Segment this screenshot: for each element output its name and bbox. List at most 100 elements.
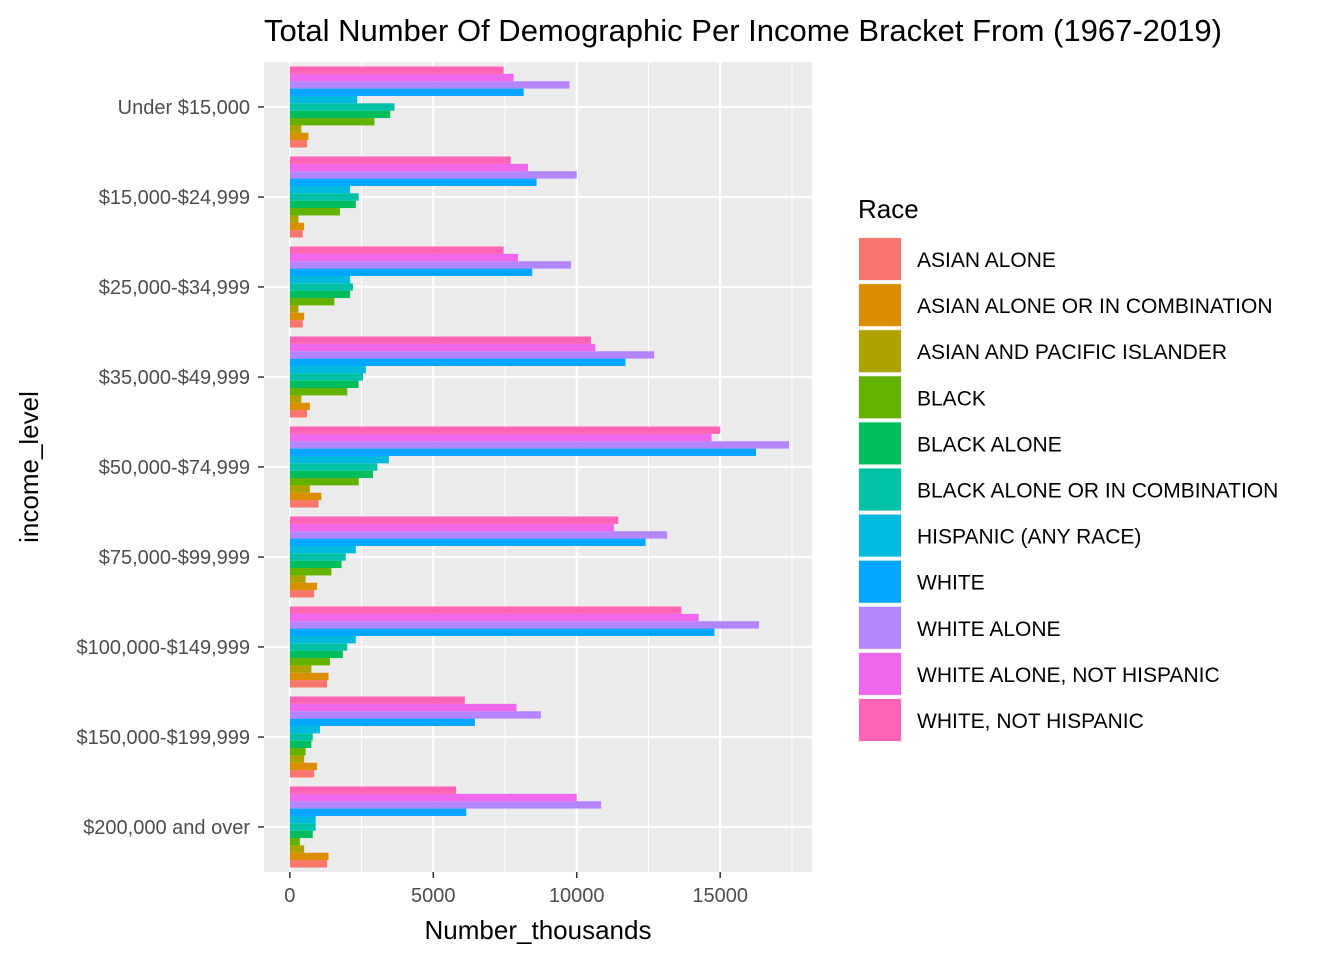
- legend-label: ASIAN AND PACIFIC ISLANDER: [917, 341, 1227, 364]
- bar: [289, 426, 721, 434]
- legend-swatch: [859, 560, 901, 603]
- legend-swatch: [859, 606, 901, 649]
- bar: [289, 523, 615, 532]
- bar: [289, 118, 375, 126]
- bar: [289, 606, 682, 614]
- bar: [289, 545, 356, 554]
- bars: [289, 66, 790, 868]
- bar: [289, 261, 571, 269]
- chart-title: Total Number Of Demographic Per Income B…: [264, 13, 1222, 48]
- bar: [289, 470, 374, 479]
- bar: [289, 718, 475, 726]
- bar: [289, 125, 302, 133]
- bar: [289, 711, 541, 719]
- bar: [289, 838, 300, 846]
- bar: [289, 351, 655, 359]
- bar: [289, 500, 319, 508]
- legend-label: BLACK ALONE OR IN COMBINATION: [917, 480, 1278, 503]
- bar: [289, 178, 537, 186]
- bar: [289, 88, 524, 96]
- bar: [289, 725, 320, 734]
- bar: [289, 433, 712, 442]
- bar: [289, 830, 313, 839]
- bar: [289, 163, 528, 172]
- bar: [289, 343, 596, 352]
- bar: [289, 786, 457, 794]
- bar: [289, 222, 305, 231]
- bar: [289, 95, 358, 104]
- bar: [289, 538, 646, 546]
- bar: [289, 208, 341, 216]
- y-axis: Under $15,000 $15,000-$24,999 $25,000-$34,…: [77, 97, 264, 839]
- legend-swatch: [859, 330, 901, 373]
- x-tick-label: 0: [284, 885, 295, 907]
- bar: [289, 156, 511, 164]
- legend-label: BLACK ALONE: [917, 433, 1062, 456]
- y-tick-label: Under $15,000: [118, 97, 250, 119]
- x-tick-label: 5000: [411, 885, 456, 907]
- bar: [289, 793, 577, 802]
- legend-label: WHITE ALONE: [917, 618, 1061, 641]
- bar: [289, 628, 715, 636]
- bar: [289, 320, 303, 328]
- bar: [289, 298, 335, 306]
- bar: [289, 860, 328, 868]
- y-tick-label: $150,000-$199,999: [77, 727, 251, 749]
- bar: [289, 283, 353, 291]
- bar: [289, 336, 592, 344]
- x-axis-title: Number_thousands: [425, 915, 652, 945]
- bar: [289, 373, 363, 381]
- bar: [289, 66, 504, 74]
- x-axis: 0 5000 10000 15000: [284, 872, 748, 907]
- bar: [289, 801, 602, 809]
- bar: [289, 395, 302, 403]
- bar: [289, 740, 312, 749]
- bar: [289, 852, 329, 861]
- bar: [289, 696, 465, 704]
- bar: [289, 582, 318, 591]
- bar: [289, 621, 759, 629]
- bar: [289, 290, 351, 299]
- bar: [289, 132, 309, 141]
- legend-swatch: [859, 699, 901, 741]
- bar: [289, 103, 395, 111]
- legend-swatch: [859, 422, 901, 465]
- bar: [289, 516, 619, 524]
- bar: [289, 665, 312, 673]
- bar: [289, 73, 514, 82]
- bar: [289, 560, 342, 569]
- legend-title: Race: [858, 194, 919, 224]
- bar: [289, 531, 668, 539]
- bar: [289, 441, 790, 449]
- bar: [289, 613, 699, 622]
- bar: [289, 568, 332, 576]
- x-tick-label: 10000: [549, 885, 605, 907]
- bar: [289, 193, 359, 201]
- bar: [289, 171, 577, 179]
- bar: [289, 388, 348, 396]
- bar: [289, 268, 533, 276]
- bar: [289, 312, 305, 321]
- bar: [289, 215, 299, 223]
- bar: [289, 553, 346, 561]
- bar: [289, 305, 299, 313]
- bar: [289, 275, 351, 284]
- bar: [289, 485, 310, 493]
- legend-label: ASIAN ALONE: [917, 249, 1056, 272]
- legend-swatch: [859, 468, 901, 511]
- bar: [289, 650, 343, 659]
- legend-swatch: [859, 652, 901, 695]
- bar: [289, 478, 359, 486]
- y-tick-label: $15,000-$24,999: [99, 187, 250, 209]
- bar: [289, 448, 757, 456]
- bar: [289, 815, 316, 824]
- bar: [289, 410, 308, 418]
- y-axis-title: income_level: [14, 391, 44, 543]
- bar: [289, 748, 306, 756]
- bar: [289, 770, 315, 778]
- bar: [289, 635, 356, 644]
- bar: [289, 575, 306, 583]
- bar: [289, 463, 378, 471]
